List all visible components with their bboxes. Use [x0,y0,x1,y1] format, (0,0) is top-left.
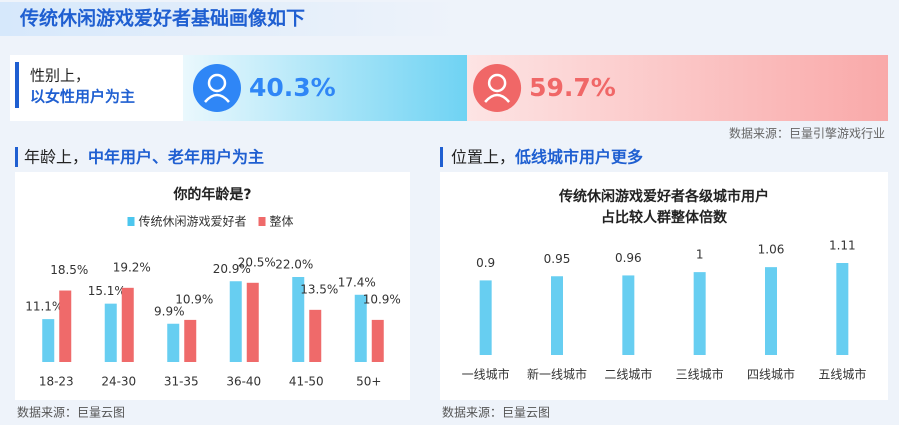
x-tick-label: 36-40 [226,375,261,389]
bar [693,272,706,355]
section-heading: 位置上， [451,148,515,167]
panel [440,172,888,400]
bar [836,263,849,355]
x-tick-label: 一线城市 [462,367,510,382]
gender-icon [487,73,507,93]
chart-title: 传统休闲游戏爱好者各级城市用户 [558,188,769,205]
gender-icon [193,64,241,112]
data-label: 18.5% [50,263,88,277]
data-label: 11.1% [25,300,63,314]
panel [15,172,410,400]
x-tick-label: 24-30 [101,375,136,389]
data-label: 1.11 [829,239,856,253]
bar [354,294,367,362]
source: 数据来源：巨量云图 [442,405,550,420]
x-tick-label: 新一线城市 [527,367,587,382]
legend-label: 整体 [270,214,294,229]
bar [104,303,117,362]
source: 数据来源：巨量引擎游戏行业 [729,126,885,141]
gender-icon [484,93,511,103]
chart-title: 你的年龄是? [172,186,251,203]
accent [440,147,443,167]
legend-label: 传统休闲游戏爱好者 [139,214,247,229]
data-label: 10.9% [175,292,213,306]
legend-swatch [258,217,266,226]
bar [309,309,322,362]
section-heading: 中年用户、老年用户为主 [88,148,264,167]
bar [42,319,55,362]
legend-swatch [127,217,135,226]
gender-bar [467,55,888,121]
bar [59,290,72,362]
x-tick-label: 四线城市 [747,367,795,382]
bar [765,267,777,355]
data-label: 0.95 [544,252,571,266]
x-tick-label: 50+ [356,375,381,389]
bar [229,281,242,362]
source: 数据来源：巨量云图 [17,405,125,420]
data-label: 19.2% [113,260,151,274]
gender-value-label: 59.7% [529,73,616,102]
chart-title: 占比较人群整体倍数 [601,209,728,226]
x-tick-label: 三线城市 [676,367,724,382]
data-label: 20.9% [213,262,251,276]
data-label: 22.0% [275,258,313,272]
data-label: 13.5% [300,282,338,296]
accent [15,62,19,108]
data-label: 0.96 [615,251,642,265]
page-title: 传统休闲游戏爱好者基础画像如下 [19,7,305,30]
section-heading: 年龄上， [24,148,88,167]
section-heading: 低线城市用户更多 [514,148,643,167]
data-label: 1.06 [758,243,785,257]
bar [622,275,635,355]
title-band [0,2,460,36]
gender-value-label: 40.3% [249,73,336,102]
x-tick-label: 31-35 [164,375,199,389]
gender-icon [473,64,522,112]
bar [246,282,259,362]
bar [479,280,492,355]
x-tick-label: 五线城市 [818,367,866,382]
data-label: 10.9% [363,292,401,306]
gender-lead: 性别上， [30,67,90,85]
bar [167,323,180,362]
data-label: 17.4% [338,275,376,289]
data-label: 0.9 [476,256,495,270]
bar [371,319,384,362]
data-label: 15.1% [88,284,126,298]
data-label: 9.9% [154,304,185,318]
data-label: 20.5% [238,255,276,269]
accent [15,147,18,167]
bar [292,277,305,362]
gender-icon [204,93,230,103]
data-label: 1 [696,248,704,262]
bar [121,287,134,362]
x-tick-label: 41-50 [289,375,324,389]
bar [551,276,563,355]
x-tick-label: 18-23 [39,375,74,389]
gender-main: 以女性用户为主 [30,88,135,106]
bar [184,319,197,362]
gender-icon [207,73,227,93]
x-tick-label: 二线城市 [604,367,652,382]
